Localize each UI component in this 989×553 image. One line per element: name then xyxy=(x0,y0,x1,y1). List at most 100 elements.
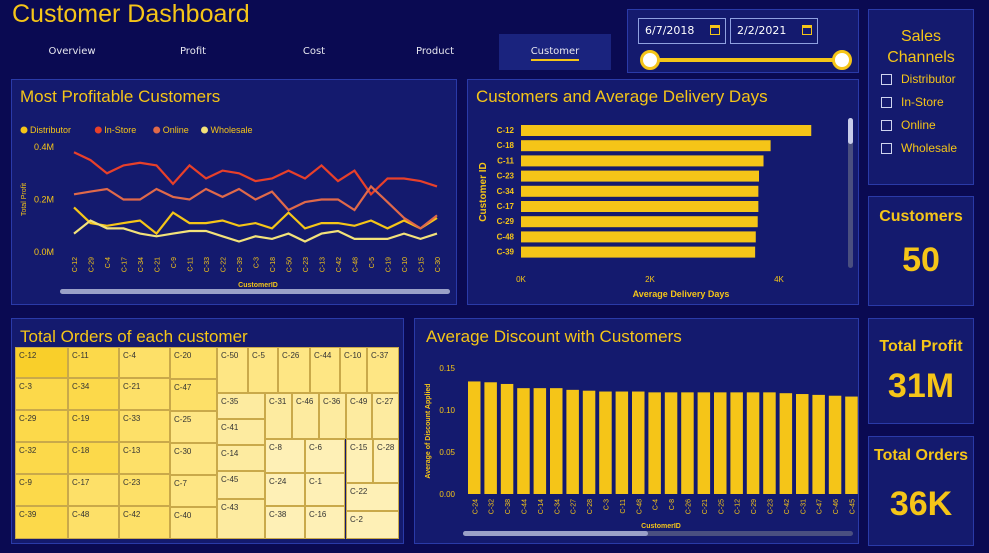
series-line-wholesale xyxy=(73,219,438,243)
treemap-cell-C-6[interactable]: C-6 xyxy=(305,439,345,473)
tab-customer[interactable]: Customer xyxy=(499,34,611,70)
treemap-cell-C-8[interactable]: C-8 xyxy=(265,439,305,473)
bar-C-44 xyxy=(517,388,530,494)
treemap-cell-C-4[interactable]: C-4 xyxy=(119,347,170,378)
treemap-cell-C-3[interactable]: C-3 xyxy=(15,378,68,410)
treemap-cell-C-20[interactable]: C-20 xyxy=(170,347,217,379)
treemap-cell-C-5[interactable]: C-5 xyxy=(248,347,278,393)
x-tick-label: C-29 xyxy=(751,499,758,514)
date-slider-end-handle[interactable] xyxy=(832,50,852,70)
treemap-cell-C-43[interactable]: C-43 xyxy=(217,499,265,539)
treemap-cell-C-26[interactable]: C-26 xyxy=(278,347,310,393)
treemap: C-12 C-3 C-29 C-32 C-9 C-39 C-11 C-34 C-19 C-18 C-… xyxy=(15,347,402,539)
y-tick-label: C-34 xyxy=(497,187,515,196)
checkbox[interactable] xyxy=(881,74,892,85)
checkbox[interactable] xyxy=(881,120,892,131)
treemap-cell-C-33[interactable]: C-33 xyxy=(119,410,170,442)
calendar-icon[interactable] xyxy=(710,25,720,35)
channel-label: Online xyxy=(901,118,936,132)
tab-overview[interactable]: Overview xyxy=(16,34,128,70)
scrollbar-thumb[interactable] xyxy=(60,289,450,294)
start-date-input[interactable]: 6/7/2018 xyxy=(638,18,726,44)
tab-cost[interactable]: Cost xyxy=(258,34,370,70)
treemap-cell-C-48[interactable]: C-48 xyxy=(68,506,119,539)
chart-title: Most Profitable Customers xyxy=(20,87,221,106)
treemap-cell-C-18[interactable]: C-18 xyxy=(68,442,119,474)
treemap-cell-C-2[interactable]: C-2 xyxy=(346,511,399,539)
treemap-cell-C-31[interactable]: C-31 xyxy=(265,393,292,439)
y-tick-label: C-11 xyxy=(497,156,514,165)
end-date-input[interactable]: 2/2/2021 xyxy=(730,18,818,44)
x-tick-label: C-48 xyxy=(636,499,643,514)
treemap-cell-C-1[interactable]: C-1 xyxy=(305,473,345,506)
tab-profit[interactable]: Profit xyxy=(137,34,249,70)
sales-channels-title: Sales Channels xyxy=(869,26,973,68)
treemap-cell-C-25[interactable]: C-25 xyxy=(170,411,217,443)
bar-C-14 xyxy=(533,388,547,494)
treemap-cell-C-28[interactable]: C-28 xyxy=(373,439,399,483)
treemap-cell-C-36[interactable]: C-36 xyxy=(319,393,346,439)
x-tick-label: C-10 xyxy=(402,257,409,272)
treemap-cell-C-34[interactable]: C-34 xyxy=(68,378,119,410)
tab-product[interactable]: Product xyxy=(379,34,491,70)
y-tick-label: C-23 xyxy=(497,172,515,181)
treemap-cell-C-11[interactable]: C-11 xyxy=(68,347,119,378)
treemap-cell-C-47[interactable]: C-47 xyxy=(170,379,217,411)
date-slider-track[interactable] xyxy=(650,58,842,62)
treemap-cell-C-50[interactable]: C-50 xyxy=(217,347,248,393)
bar-C-48 xyxy=(521,231,756,243)
treemap-cell-C-12[interactable]: C-12 xyxy=(15,347,68,378)
treemap-cell-C-35[interactable]: C-35 xyxy=(217,393,265,419)
treemap-cell-C-15[interactable]: C-15 xyxy=(346,439,373,483)
checkbox[interactable] xyxy=(881,97,892,108)
treemap-cell-C-17[interactable]: C-17 xyxy=(68,474,119,506)
bar-C-29 xyxy=(521,216,758,228)
date-slider-start-handle[interactable] xyxy=(640,50,660,70)
treemap-cell-C-42[interactable]: C-42 xyxy=(119,506,170,539)
treemap-cell-C-22[interactable]: C-22 xyxy=(346,483,399,511)
treemap-cell-C-37[interactable]: C-37 xyxy=(367,347,399,393)
y-tick-label: 0.2M xyxy=(34,195,54,205)
horizontal-scrollbar[interactable] xyxy=(463,531,853,536)
treemap-cell-C-44[interactable]: C-44 xyxy=(310,347,340,393)
treemap-cell-C-45[interactable]: C-45 xyxy=(217,471,265,499)
treemap-cell-C-30[interactable]: C-30 xyxy=(170,443,217,475)
treemap-cell-C-32[interactable]: C-32 xyxy=(15,442,68,474)
treemap-cell-C-14[interactable]: C-14 xyxy=(217,445,265,471)
calendar-icon[interactable] xyxy=(802,25,812,35)
treemap-cell-C-21[interactable]: C-21 xyxy=(119,378,170,410)
treemap-cell-C-29[interactable]: C-29 xyxy=(15,410,68,442)
treemap-cell-C-9[interactable]: C-9 xyxy=(15,474,68,506)
horizontal-scrollbar[interactable] xyxy=(60,289,450,294)
bar-C-8 xyxy=(664,392,678,494)
x-tick-label: C-34 xyxy=(138,257,145,272)
treemap-cell-C-41[interactable]: C-41 xyxy=(217,419,265,445)
legend-label: Wholesale xyxy=(211,125,253,135)
treemap-cell-C-38[interactable]: C-38 xyxy=(265,506,305,539)
treemap-cell-C-39[interactable]: C-39 xyxy=(15,506,68,539)
x-tick-label: C-47 xyxy=(817,499,824,514)
treemap-cell-C-16[interactable]: C-16 xyxy=(305,506,345,539)
treemap-cell-C-10[interactable]: C-10 xyxy=(340,347,367,393)
x-tick-label: C-21 xyxy=(155,257,162,272)
x-tick-label: C-27 xyxy=(571,499,578,514)
checkbox[interactable] xyxy=(881,143,892,154)
treemap-cell-C-19[interactable]: C-19 xyxy=(68,410,119,442)
scrollbar-thumb[interactable] xyxy=(848,118,853,144)
treemap-cell-C-49[interactable]: C-49 xyxy=(346,393,372,439)
treemap-cell-C-13[interactable]: C-13 xyxy=(119,442,170,474)
customers-kpi-card: Customers 50 xyxy=(868,196,974,306)
treemap-cell-C-7[interactable]: C-7 xyxy=(170,475,217,507)
bar-C-4 xyxy=(648,392,661,494)
scrollbar-thumb[interactable] xyxy=(463,531,648,536)
treemap-cell-C-27[interactable]: C-27 xyxy=(372,393,399,439)
x-tick-label: C-12 xyxy=(735,499,742,514)
treemap-cell-C-23[interactable]: C-23 xyxy=(119,474,170,506)
treemap-cell-C-46[interactable]: C-46 xyxy=(292,393,319,439)
bar-C-11 xyxy=(615,391,629,494)
x-tick-label: C-9 xyxy=(171,257,178,268)
treemap-cell-C-40[interactable]: C-40 xyxy=(170,507,217,539)
treemap-cell-C-24[interactable]: C-24 xyxy=(265,473,305,506)
kpi-value: 31M xyxy=(887,367,955,405)
vertical-scrollbar[interactable] xyxy=(848,118,853,268)
